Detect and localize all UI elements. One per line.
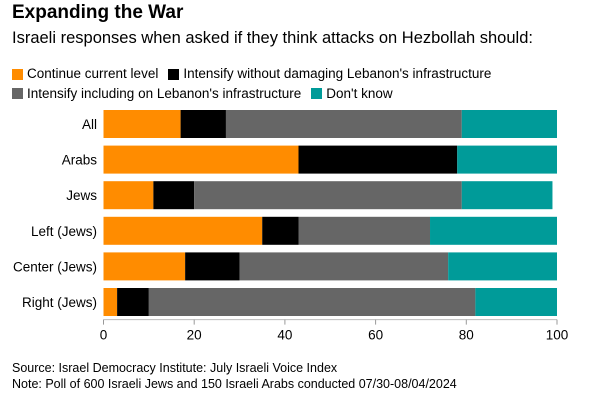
legend-label: Don't know — [326, 85, 393, 101]
legend-label: Intensify including on Lebanon's infrast… — [27, 85, 302, 101]
footnotes: Source: Israel Democracy Institute: July… — [12, 360, 457, 392]
bar-segment — [103, 145, 299, 174]
bar-segment — [448, 252, 557, 281]
chart-title: Expanding the War — [12, 2, 184, 23]
x-tick-label: 40 — [277, 328, 292, 343]
category-label: Right (Jews) — [22, 295, 97, 310]
x-tick-label: 60 — [368, 328, 383, 343]
bar-segment — [117, 288, 149, 316]
chart-subtitle: Israeli responses when asked if they thi… — [12, 29, 533, 47]
bar-segment — [185, 252, 240, 281]
legend-item: Continue current level — [12, 65, 158, 83]
legend-swatch — [311, 88, 323, 99]
legend-swatch — [12, 88, 23, 99]
bar-segment — [103, 216, 263, 245]
bar-segment — [262, 216, 299, 245]
bar-segment — [225, 110, 462, 138]
x-tick-label: 20 — [187, 328, 202, 343]
bar-segment — [148, 288, 476, 316]
bar-segment — [103, 110, 181, 138]
category-label: Center (Jews) — [13, 259, 97, 274]
legend-label: Continue current level — [27, 66, 159, 81]
source-text: Source: Israel Democracy Institute: July… — [12, 361, 338, 375]
bar-segment — [457, 145, 557, 174]
category-label: Arabs — [62, 153, 98, 168]
x-tick-label: 0 — [100, 328, 108, 343]
legend-item: Intensify without damaging Lebanon's inf… — [168, 65, 491, 83]
bar-segment — [475, 288, 557, 316]
category-label: Left (Jews) — [31, 224, 97, 239]
legend-label: Intensify without damaging Lebanon's inf… — [183, 66, 492, 81]
x-tick-label: 100 — [546, 328, 569, 343]
x-tick-label: 80 — [459, 328, 474, 343]
category-label: All — [82, 117, 97, 132]
legend-item: Don't know — [311, 85, 393, 103]
bar-segment — [461, 181, 553, 210]
legend-swatch — [12, 68, 23, 80]
legend: Continue current level Intensify without … — [12, 65, 592, 104]
bar-segment — [298, 145, 458, 174]
bar-segment — [103, 181, 154, 210]
bar-segment — [194, 181, 462, 210]
bar-segment — [461, 110, 557, 138]
bar-segment — [103, 288, 118, 316]
note-text: Note: Poll of 600 Israeli Jews and 150 I… — [12, 377, 457, 391]
legend-item: Intensify including on Lebanon's infrast… — [12, 85, 301, 103]
bar-segment — [153, 181, 195, 210]
category-label: Jews — [66, 188, 97, 203]
legend-swatch — [168, 68, 180, 80]
bar-segment — [430, 216, 557, 245]
bar-segment — [298, 216, 431, 245]
bar-segment — [239, 252, 449, 281]
bar-segment — [180, 110, 226, 138]
bar-segment — [103, 252, 186, 281]
